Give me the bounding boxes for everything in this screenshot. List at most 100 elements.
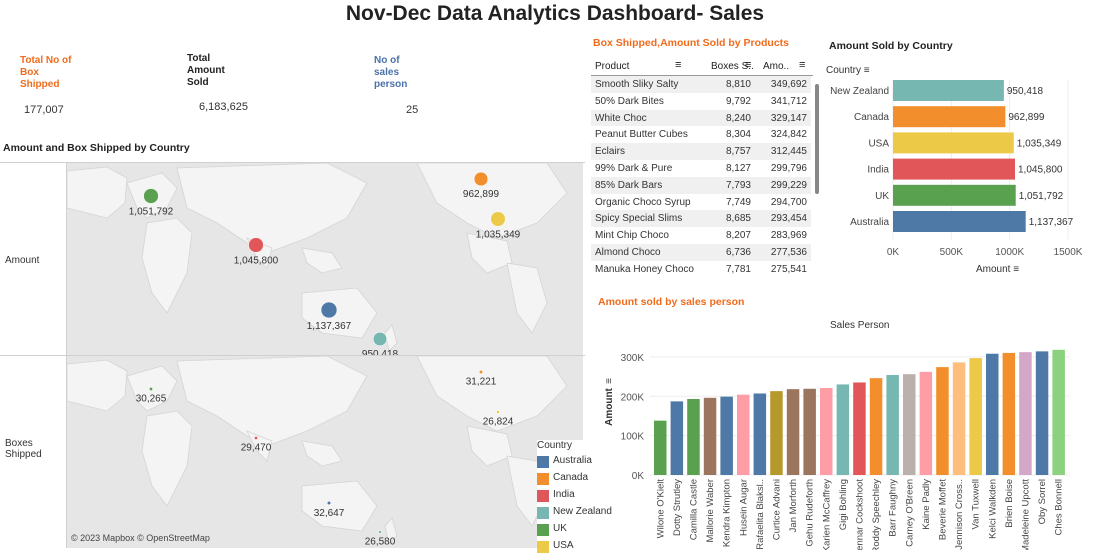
map-point — [143, 188, 159, 204]
products-table: Product ≡ Boxes S.. ≡ Amo.. ≡ Smooth Sli… — [591, 58, 821, 280]
boxes-value: 8,685 — [725, 213, 751, 225]
table-row[interactable]: White Choc 8,240 329,147 — [591, 109, 811, 127]
legend-label: India — [553, 489, 575, 500]
legend-swatch — [537, 507, 549, 519]
map-point — [479, 370, 483, 374]
salesperson-label: Jennison Cross.. — [954, 479, 965, 550]
amount-value: 283,969 — [770, 230, 807, 242]
salesperson-bar — [853, 382, 866, 475]
table-row[interactable]: Eclairs 8,757 312,445 — [591, 143, 811, 161]
table-row[interactable]: Mint Chip Choco 8,207 283,969 — [591, 227, 811, 245]
col-amount-header[interactable]: Amo.. — [763, 61, 790, 72]
country-label: Canada — [854, 112, 889, 123]
land-shape — [301, 440, 343, 467]
x-tick-label: 1000K — [995, 247, 1024, 258]
product-name: 99% Dark & Pure — [595, 163, 673, 174]
country-label: New Zealand — [830, 86, 889, 97]
table-row[interactable]: Manuka Honey Choco 7,781 275,541 — [591, 260, 811, 278]
product-name: Manuka Honey Choco — [595, 263, 694, 275]
table-row[interactable]: 85% Dark Bars 7,793 299,229 — [591, 176, 811, 194]
country-bar — [893, 211, 1026, 232]
y-axis-label: Amount — [604, 387, 615, 425]
product-name: 85% Dark Bars — [595, 179, 663, 191]
amount-map[interactable]: 1,051,792 962,899 1,035,349 1,045,800 1,137,… — [67, 163, 583, 355]
page-title: Nov-Dec Data Analytics Dashboard- Sales — [345, 2, 765, 25]
table-row[interactable]: Smooth Sliky Salty 8,810 349,692 — [591, 76, 811, 93]
salesperson-subtitle: Sales Person — [830, 320, 890, 331]
land-shape — [246, 430, 273, 462]
salesperson-bar — [670, 401, 684, 475]
boxes-value: 8,127 — [725, 163, 751, 174]
col-product-header[interactable]: Product — [595, 61, 630, 72]
map-row-boxes-label: Boxes Shipped — [5, 438, 42, 460]
country-value-label: 1,035,349 — [1017, 138, 1062, 149]
table-row[interactable]: Organic Choco Syrup 7,749 294,700 — [591, 193, 811, 211]
land-shape — [141, 217, 193, 314]
country-legend: Country Australia Canada India New Zealand U… — [537, 440, 612, 553]
legend-swatch — [537, 524, 549, 536]
country-bar — [893, 158, 1016, 180]
salesperson-bar — [654, 420, 667, 475]
salesperson-label: Karien McCaffrey — [821, 479, 832, 550]
salesperson-label: Wilone O'Kielt — [655, 479, 666, 539]
legend-label: Canada — [553, 472, 589, 483]
table-row[interactable]: Spicy Special Slims 8,685 293,454 — [591, 210, 811, 228]
map-point-label: 32,647 — [314, 508, 345, 519]
boxes-value: 8,757 — [725, 146, 751, 158]
boxes-value: 8,810 — [725, 79, 751, 90]
kpi-amount-label: Total Amount Sold — [187, 53, 225, 88]
product-name: Spicy Special Slims — [595, 213, 683, 225]
country-label: India — [867, 165, 889, 176]
sort-icon[interactable]: ≡ — [863, 65, 870, 76]
land-shape — [67, 359, 128, 412]
table-row[interactable]: 50% Dark Bites 9,792 341,712 — [591, 92, 811, 110]
map-point-label: 1,045,800 — [234, 255, 279, 266]
x-tick-label: 1500K — [1054, 247, 1083, 258]
salesperson-bar — [903, 374, 916, 475]
legend-swatch — [537, 490, 549, 502]
boxes-value: 7,793 — [725, 179, 751, 191]
boxes-value: 8,207 — [725, 230, 751, 242]
y-tick-label: 300K — [621, 353, 645, 364]
sort-icon[interactable]: ≡ — [1013, 264, 1020, 275]
boxes-map[interactable]: 30,265 31,221 26,824 29,470 32,647 26,580 — [67, 356, 583, 548]
amount-value: 312,445 — [770, 146, 807, 158]
y-tick-label: 200K — [621, 392, 645, 403]
salesperson-label: Ches Bonnell — [1054, 479, 1065, 536]
salesperson-label: Rafaelita Blaksl.. — [755, 479, 766, 550]
legend-swatch — [537, 456, 549, 468]
boxes-value: 7,749 — [725, 196, 751, 208]
country-value-label: 962,899 — [1008, 112, 1045, 123]
map-title: Amount and Box Shipped by Country — [3, 142, 190, 154]
map-point-label: 29,470 — [241, 443, 272, 454]
table-row[interactable]: Almond Choco 6,736 277,536 — [591, 244, 811, 261]
salesperson-label: Mallorie Waber — [705, 479, 716, 543]
amount-value: 293,454 — [770, 213, 807, 225]
country-bar-chart: New Zealand Canada USA India UK Australia 0K 50… — [830, 80, 1083, 258]
kpi-sales-label: No of sales person — [374, 55, 408, 90]
salesperson-bar — [770, 391, 783, 475]
salesperson-label: Brien Boise — [1004, 479, 1015, 528]
map-point-label: 26,580 — [365, 537, 396, 548]
col-boxes-header[interactable]: Boxes S.. — [711, 61, 754, 72]
legend-swatch — [537, 541, 549, 553]
amount-value: 294,700 — [770, 196, 807, 208]
kpi-amount-value: 6,183,625 — [199, 101, 248, 113]
table-row[interactable]: 99% Dark & Pure 8,127 299,796 — [591, 160, 811, 177]
sort-icon[interactable]: ≡ — [799, 59, 806, 71]
sort-icon[interactable]: ≡ — [745, 59, 752, 71]
map-point — [372, 331, 388, 347]
salesperson-label: Van Tuxwell — [971, 479, 982, 530]
y-tick-label: 100K — [621, 432, 645, 443]
land-shape — [176, 163, 368, 254]
salesperson-bar — [820, 387, 833, 475]
table-scrollbar[interactable] — [815, 84, 819, 194]
sort-icon[interactable]: ≡ — [675, 59, 682, 71]
amount-value: 277,536 — [770, 247, 807, 258]
table-row[interactable]: Peanut Butter Cubes 8,304 324,842 — [591, 126, 811, 144]
map-point — [496, 410, 500, 414]
boxes-map-svg: 30,265 31,221 26,824 29,470 32,647 26,580 — [67, 356, 568, 548]
country-label: Australia — [850, 217, 889, 228]
y-tick-label: 0K — [632, 471, 645, 482]
map-point-label: 962,899 — [463, 189, 500, 200]
